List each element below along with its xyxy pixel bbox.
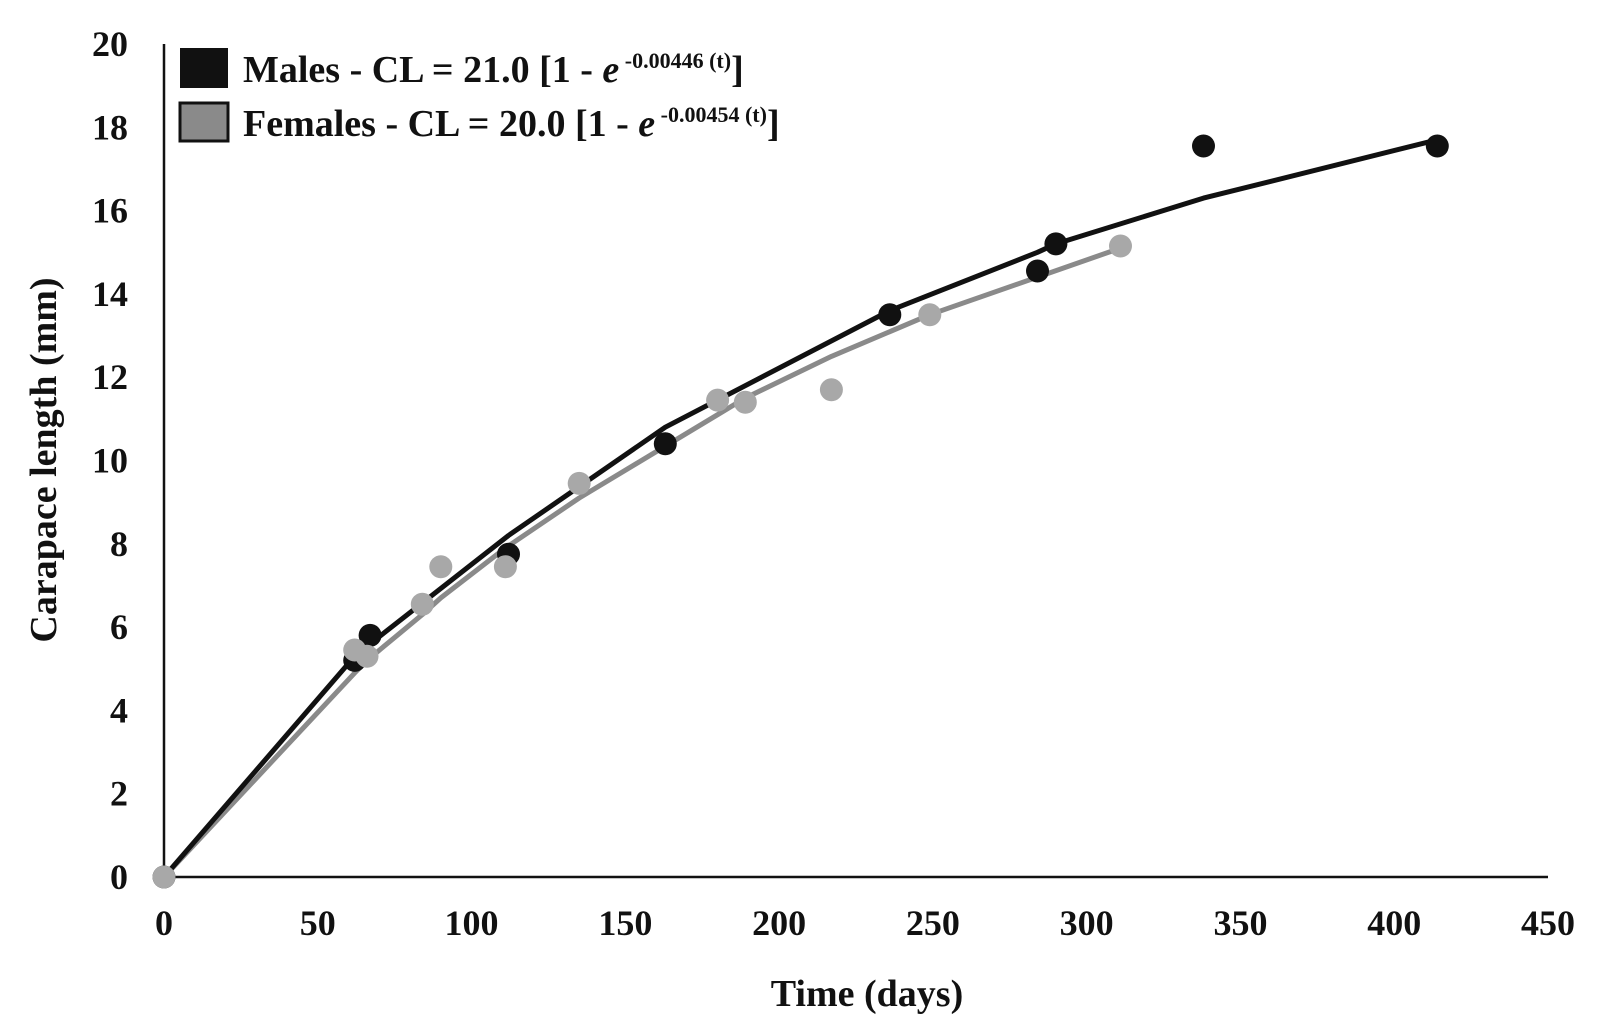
point-females [1109, 234, 1132, 258]
x-axis-title: Time (days) [771, 973, 963, 1015]
legend-females-exponent: -0.00454 (t) [655, 102, 767, 127]
point-females [733, 390, 757, 414]
point-males [1192, 134, 1215, 158]
point-males [878, 303, 902, 327]
x-tick-label: 150 [598, 903, 652, 943]
y-tick-label: 8 [110, 524, 128, 564]
point-females [918, 303, 942, 327]
legend-label-males: Males - CL = 21.0 [1 - e -0.00446 (t)] [243, 48, 744, 91]
legend-label-females: Females - CL = 20.0 [1 - e -0.00454 (t)] [243, 102, 780, 145]
fit-lines [161, 137, 1440, 880]
x-tick-label: 450 [1521, 903, 1575, 943]
legend-females-suffix: ] [767, 103, 780, 145]
x-tick-label: 100 [445, 903, 499, 943]
x-tick-label: 0 [155, 903, 173, 943]
point-females [567, 471, 591, 495]
x-tick-label: 400 [1367, 903, 1421, 943]
y-tick-label: 18 [92, 107, 128, 147]
x-tick-label: 50 [300, 903, 336, 943]
legend-swatch-males [180, 48, 228, 88]
point-females [819, 378, 843, 402]
y-tick-label: 14 [92, 274, 128, 314]
point-females [355, 644, 379, 668]
x-tick-label: 250 [906, 903, 960, 943]
point-males [653, 432, 677, 456]
legend-males-prefix: Males - CL = 21.0 [1 - [243, 49, 602, 91]
point-females [429, 555, 453, 579]
x-tick-label: 300 [1060, 903, 1114, 943]
point-males [358, 623, 382, 647]
legend: Males - CL = 21.0 [1 - e -0.00446 (t)] F… [178, 48, 780, 145]
point-males [1044, 232, 1068, 256]
legend-females-e: e [638, 103, 655, 145]
data-points [152, 134, 1449, 889]
point-males [1425, 134, 1449, 158]
y-tick-label: 16 [92, 191, 128, 231]
point-males [1026, 259, 1049, 283]
x-tick-label: 200 [752, 903, 806, 943]
point-females [152, 865, 176, 889]
y-tick-label: 4 [110, 690, 128, 730]
y-axis-title: Carapace length (mm) [23, 277, 65, 642]
y-tick-label: 2 [110, 774, 128, 814]
legend-males-suffix: ] [731, 49, 744, 91]
legend-males-exponent: -0.00446 (t) [619, 48, 731, 73]
y-tick-label: 12 [92, 357, 128, 397]
legend-males-e: e [602, 49, 619, 91]
y-tick-label: 6 [110, 607, 128, 647]
legend-swatch-females [178, 101, 230, 143]
point-females [410, 592, 434, 616]
y-tick-label: 10 [92, 441, 128, 481]
point-females [493, 555, 517, 579]
x-tick-labels: 0 50 100 150 200 250 300 350 400 450 [155, 903, 1575, 943]
y-tick-label: 20 [92, 24, 128, 64]
axes [162, 44, 1548, 879]
legend-females-prefix: Females - CL = 20.0 [1 - [243, 103, 638, 145]
y-tick-labels: 0 2 4 6 8 10 12 14 16 18 20 [92, 24, 128, 897]
fit-line-males [161, 137, 1440, 880]
x-tick-label: 350 [1213, 903, 1267, 943]
y-tick-label: 0 [110, 857, 128, 897]
point-females [706, 388, 730, 412]
fit-line-females [161, 245, 1123, 880]
